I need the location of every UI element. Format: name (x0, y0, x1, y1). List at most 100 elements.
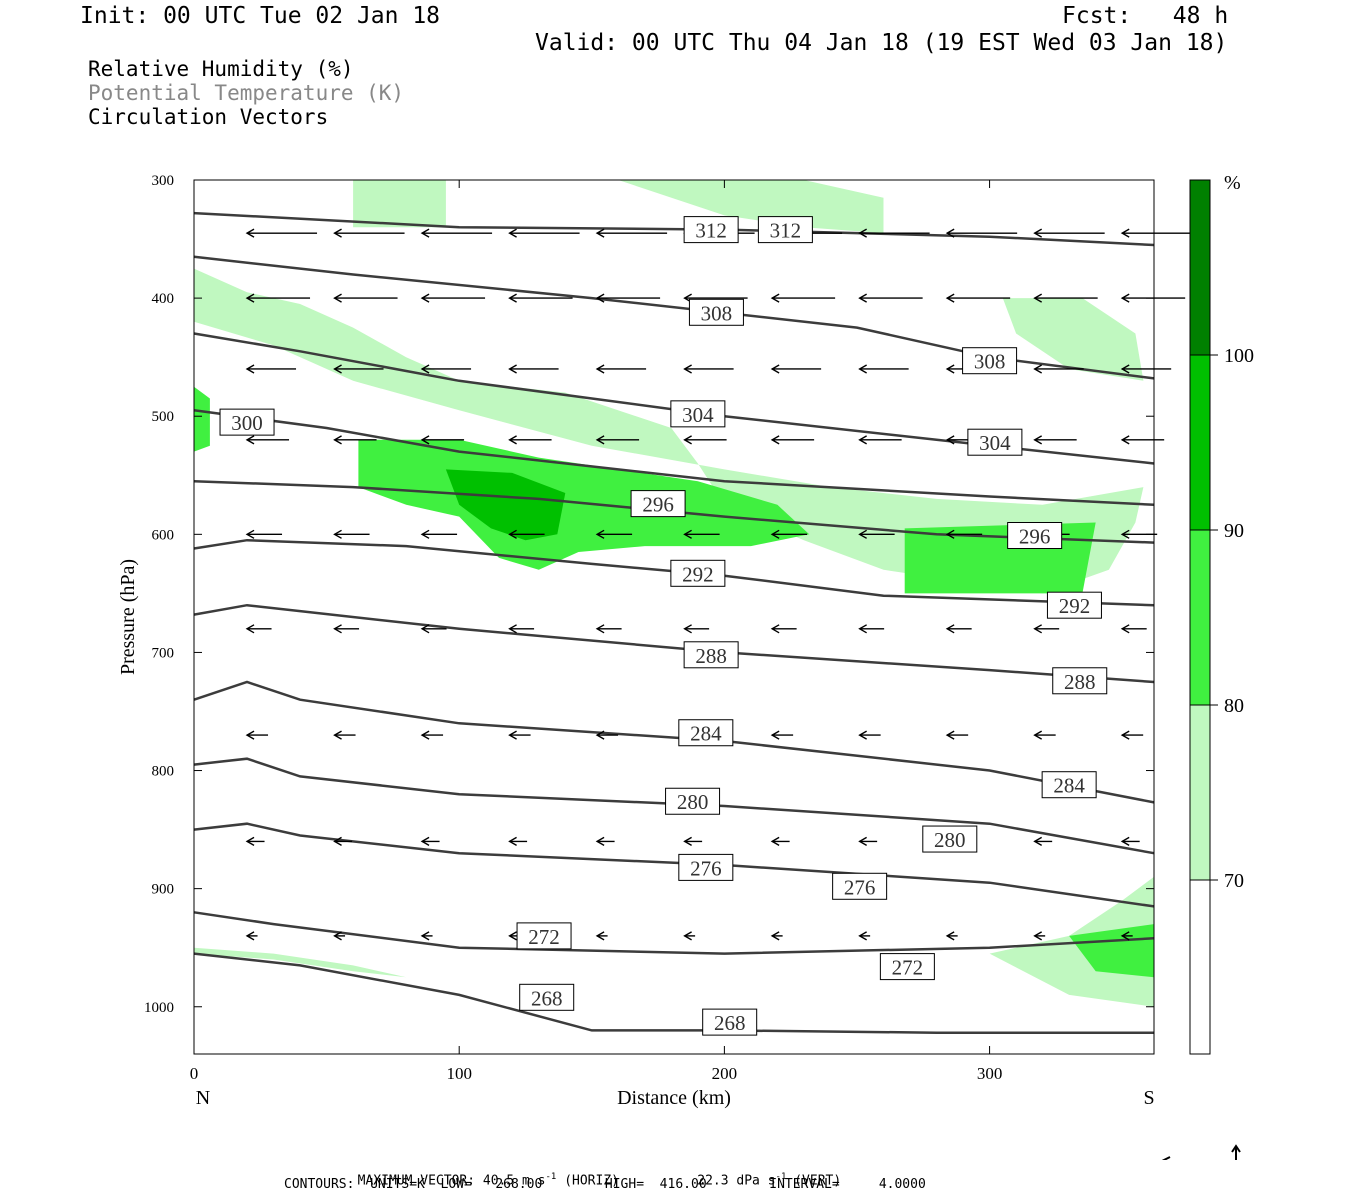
circulation-vector-75 (1033, 730, 1056, 740)
svg-text:288: 288 (695, 644, 727, 668)
y-tick-label-700: 700 (152, 645, 175, 661)
contour-label-7: 296 (630, 490, 686, 518)
contour-label-21: 268 (519, 983, 575, 1011)
circulation-vector-58 (508, 624, 535, 634)
theta-contour-272 (193, 911, 1155, 955)
circulation-vector-43 (1120, 435, 1165, 445)
circulation-vector-88 (245, 931, 258, 941)
contour-label-14: 284 (1041, 771, 1097, 799)
circulation-vector-12 (333, 293, 398, 303)
contour-label-17: 276 (678, 853, 734, 881)
horiz-exp: -1 (545, 1172, 557, 1182)
cross-section-chart: 312 312 308 308 304 304 300 296 296 292 292 288 288 2… (117, 172, 1254, 1160)
south-label: S (1143, 1087, 1154, 1109)
x-tick-label-200: 200 (712, 1064, 738, 1083)
colorbar-label-100: 100 (1224, 345, 1254, 367)
circulation-vector-10 (1120, 228, 1193, 238)
contour-label-10: 292 (1046, 591, 1102, 619)
y-axis-title: Pressure (hPa) (117, 559, 139, 675)
circulation-vector-57 (420, 624, 447, 634)
colorbar-segment-2 (1189, 529, 1211, 706)
svg-text:308: 308 (701, 301, 733, 325)
contour-label-15: 280 (665, 787, 721, 815)
contour-label-1: 312 (757, 216, 813, 244)
circulation-vector-83 (770, 836, 790, 847)
colorbar-label-90: 90 (1224, 520, 1244, 542)
rh-region-3 (1002, 298, 1144, 381)
svg-text:308: 308 (974, 350, 1006, 374)
circulation-vector-9 (1033, 228, 1105, 238)
circulation-vector-28 (770, 364, 822, 374)
horiz-tag: (HORIZ) (564, 1173, 619, 1189)
colorbar-segment-3 (1189, 704, 1211, 881)
circulation-vector-3 (508, 228, 580, 238)
svg-text:284: 284 (1053, 774, 1085, 798)
contour-label-9: 292 (670, 559, 726, 587)
rh-region-9 (1069, 924, 1154, 978)
rh-region-10 (445, 469, 566, 541)
north-label: N (196, 1087, 210, 1109)
circulation-vector-84 (858, 836, 878, 847)
vert-value: 22.3 dPa s (697, 1173, 776, 1189)
rh-region-2 (618, 180, 884, 234)
circulation-vector-56 (333, 624, 360, 634)
colorbar-segment-0 (1189, 179, 1211, 356)
contour-label-3: 308 (962, 347, 1018, 375)
circulation-vector-72 (770, 730, 794, 740)
vert-tag: (VERT) (794, 1173, 842, 1189)
circulation-vector-90 (420, 931, 433, 941)
legend-rh: Relative Humidity (%) (88, 57, 354, 81)
theta-contour-276 (193, 822, 1155, 908)
theta-contour-268 (193, 952, 1154, 1034)
contour-label-20: 272 (879, 953, 935, 981)
circulation-vector-0 (245, 228, 318, 238)
circulation-vector-89 (333, 931, 346, 941)
init-time: Init: 00 UTC Tue 02 Jan 18 (80, 3, 441, 29)
contour-label-layer: 312 312 308 308 304 304 300 296 296 292 292 288 288 2… (219, 216, 1108, 1036)
x-axis-title: Distance (km) (617, 1087, 731, 1109)
colorbar-segment-1 (1189, 354, 1211, 531)
colorbar-label-80: 80 (1224, 695, 1244, 717)
svg-text:280: 280 (677, 790, 709, 814)
rh-region-0 (194, 268, 1144, 594)
max-vector-label: MAXIMUM VECTOR: (357, 1173, 476, 1189)
x-tick-label-100: 100 (446, 1064, 472, 1083)
theta-contour-300 (193, 409, 1155, 507)
svg-text:272: 272 (892, 956, 924, 980)
circulation-vector-38 (683, 435, 727, 445)
y-tick-label-900: 900 (152, 882, 175, 898)
y-tick-label-300: 300 (152, 173, 175, 189)
circulation-vector-73 (858, 730, 881, 740)
circulation-vector-47 (508, 529, 545, 539)
theta-contour-280 (193, 757, 1155, 855)
vert-exp: -1 (775, 1172, 787, 1182)
circulation-vector-22 (245, 364, 297, 374)
circulation-vector-13 (420, 293, 486, 303)
circulation-vector-78 (333, 836, 353, 847)
svg-text:268: 268 (714, 1011, 746, 1035)
circulation-vector-2 (420, 228, 493, 238)
valid-time: Valid: 00 UTC Thu 04 Jan 18 (19 EST Wed … (535, 30, 1228, 56)
svg-text:276: 276 (844, 875, 876, 899)
contour-label-22: 268 (702, 1008, 758, 1036)
circulation-vector-40 (858, 435, 902, 445)
circulation-vector-37 (595, 435, 640, 445)
y-tick-label-500: 500 (152, 409, 175, 425)
circulation-vector-23 (333, 364, 384, 374)
circulation-vector-14 (508, 293, 573, 303)
contour-label-11: 288 (683, 641, 739, 669)
circulation-vector-68 (420, 730, 444, 740)
circulation-vector-35 (420, 435, 465, 445)
circulation-vector-69 (508, 730, 531, 740)
svg-text:292: 292 (682, 562, 714, 586)
circulation-vector-67 (333, 730, 356, 740)
svg-text:296: 296 (642, 493, 674, 517)
svg-text:300: 300 (231, 411, 263, 435)
horiz-value: 40.5 m s (482, 1173, 546, 1189)
x-tick-label-0: 0 (190, 1064, 199, 1083)
rh-region-8 (194, 386, 210, 452)
contour-label-12: 288 (1052, 667, 1108, 695)
svg-text:288: 288 (1064, 670, 1096, 694)
rh-region-5 (194, 947, 407, 978)
circulation-vector-20 (1033, 293, 1098, 303)
